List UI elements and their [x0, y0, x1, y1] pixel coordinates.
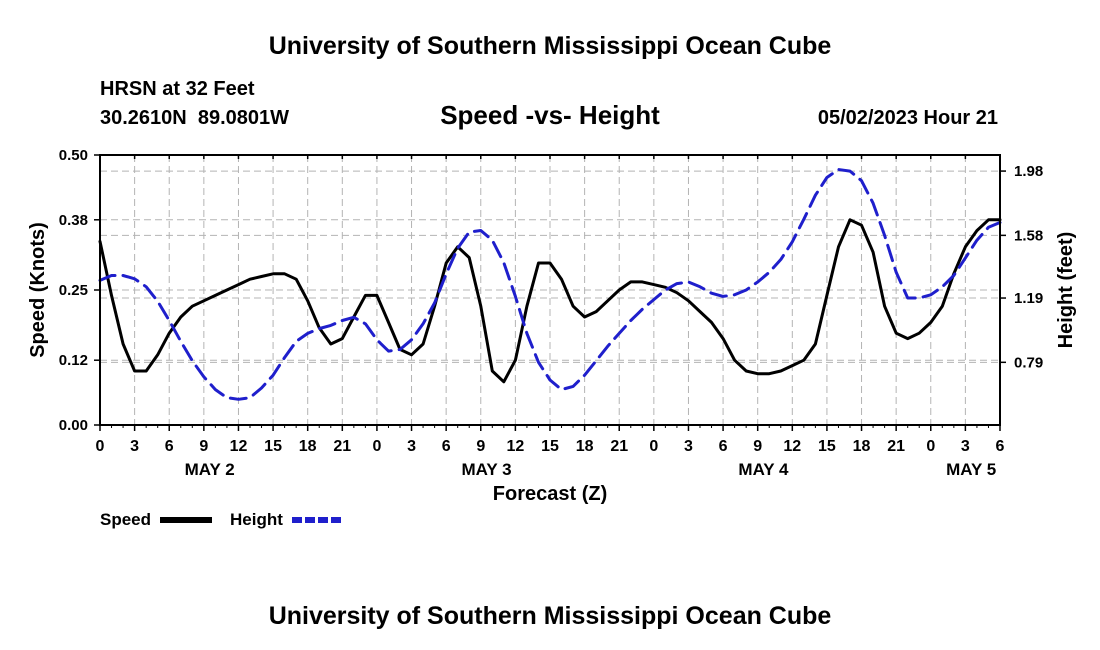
x-tick-label: 15 [541, 438, 559, 455]
y-left-tick-label: 0.00 [59, 417, 88, 434]
x-tick-label: 9 [199, 438, 208, 455]
x-tick-label: 21 [610, 438, 628, 455]
date-label: MAY 4 [738, 460, 789, 479]
y-left-tick-label: 0.50 [59, 147, 88, 164]
y-right-tick-label: 1.98 [1014, 163, 1043, 180]
x-tick-label: 21 [333, 438, 351, 455]
speed-series-line [98, 218, 1002, 384]
x-axis-title: Forecast (Z) [493, 483, 607, 505]
y-right-tick-label: 1.58 [1014, 227, 1043, 244]
series-layer [98, 168, 1002, 401]
date-label: MAY 3 [461, 460, 511, 479]
legend-height-label: Height [230, 510, 283, 529]
timestamp-label: 05/02/2023 Hour 21 [818, 107, 998, 129]
x-tick-label: 15 [818, 438, 836, 455]
y-right-tick-label: 0.79 [1014, 354, 1043, 371]
x-tick-label: 9 [753, 438, 762, 455]
legend: Speed Height [100, 510, 342, 529]
x-tick-label: 0 [372, 438, 381, 455]
chart-title: University of Southern Mississippi Ocean… [269, 32, 832, 60]
y-left-tick-label: 0.25 [59, 282, 88, 299]
x-tick-label: 3 [684, 438, 693, 455]
x-tick-label: 6 [442, 438, 451, 455]
x-tick-label: 18 [853, 438, 871, 455]
x-tick-label: 3 [407, 438, 416, 455]
x-tick-label: 18 [576, 438, 594, 455]
grid-lines [100, 154, 1000, 425]
x-tick-label: 6 [996, 438, 1005, 455]
x-tick-label: 6 [165, 438, 174, 455]
coordinates-label: 30.2610N 89.0801W [100, 107, 289, 129]
x-tick-label: 12 [506, 438, 524, 455]
y-right-tick-label: 1.19 [1014, 290, 1043, 307]
date-label: MAY 2 [185, 460, 235, 479]
x-tick-label: 9 [476, 438, 485, 455]
y-left-tick-label: 0.12 [59, 352, 88, 369]
y-left-tick-label: 0.38 [59, 212, 88, 229]
y-axis-left-title: Speed (Knots) [27, 222, 49, 358]
axes: 0 3 6 9 12 15 18 21 0 3 6 9 12 15 18 21 0 3 6 9 12 15 18 21 0 3 6M… [59, 147, 1043, 479]
x-tick-label: 12 [230, 438, 248, 455]
station-label: HRSN at 32 Feet [100, 78, 255, 100]
x-tick-label: 3 [961, 438, 970, 455]
x-tick-label: 0 [96, 438, 105, 455]
x-tick-label: 18 [299, 438, 317, 455]
x-tick-label: 21 [887, 438, 905, 455]
x-tick-label: 0 [926, 438, 935, 455]
x-tick-label: 0 [649, 438, 658, 455]
chart-subtitle: Speed -vs- Height [440, 100, 660, 130]
x-tick-label: 12 [783, 438, 801, 455]
legend-speed-label: Speed [100, 510, 151, 529]
date-label: MAY 5 [946, 460, 996, 479]
footer-title: University of Southern Mississippi Ocean… [269, 602, 832, 630]
x-tick-label: 15 [264, 438, 282, 455]
x-tick-label: 3 [130, 438, 139, 455]
y-axis-right-title: Height (feet) [1055, 232, 1077, 349]
x-tick-label: 6 [719, 438, 728, 455]
height-series-line [98, 168, 1002, 401]
